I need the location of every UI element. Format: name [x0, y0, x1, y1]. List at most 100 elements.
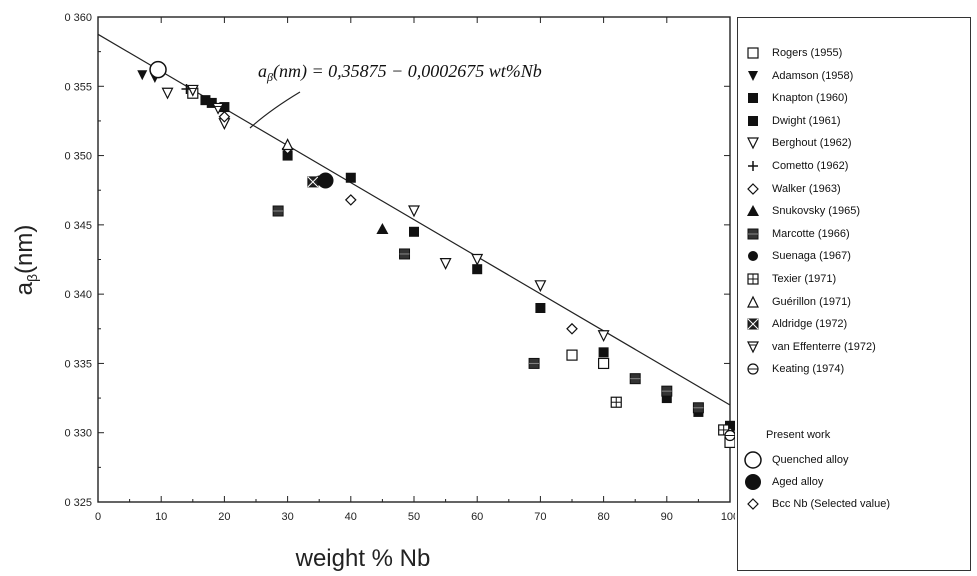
- data-point: [186, 84, 199, 97]
- legend-present-work-item: Quenched alloy: [738, 450, 848, 470]
- x-tick-label: 0: [95, 511, 101, 523]
- legend-item: Berghout (1962): [738, 133, 852, 153]
- data-point: [610, 396, 622, 408]
- legend-item: Adamson (1958): [738, 66, 853, 86]
- legend-label: Knapton (1960): [772, 92, 848, 105]
- y-axis-title: aβ(nm): [11, 225, 40, 296]
- data-point: [212, 102, 225, 115]
- x-tick-label: 30: [281, 511, 293, 523]
- legend-label: Cometto (1962): [772, 160, 849, 172]
- x-axis-title: weight % Nb: [295, 545, 431, 572]
- data-point: [566, 349, 578, 361]
- legend-item: Dwight (1961): [738, 111, 840, 131]
- data-point: [272, 205, 284, 217]
- x-tick-label: 100: [721, 511, 735, 523]
- legend-marker-shape: [747, 363, 759, 375]
- data-point: [200, 95, 211, 106]
- eq-rest: (nm) = 0,35875 − 0,0002675 wt%Nb: [273, 61, 542, 82]
- data-point: [472, 264, 483, 275]
- legend-marker: [747, 182, 759, 195]
- x-tick-label: 40: [345, 511, 357, 523]
- legend-label: Aldridge (1972): [772, 318, 848, 331]
- legend: Rogers (1955) Adamson (1958) Knapton (1960…: [737, 17, 971, 571]
- legend-label: Dwight (1961): [772, 114, 841, 127]
- data-point: [281, 138, 294, 151]
- data-point: [149, 60, 167, 79]
- legend-marker: [747, 318, 759, 330]
- data-point: [137, 70, 148, 81]
- legend-label: Suenaga (1967): [772, 250, 851, 263]
- legend-present-work-item: Aged alloy: [738, 472, 823, 492]
- data-point: [597, 357, 610, 370]
- data-points: [137, 60, 735, 449]
- legend-item: Keating (1974): [738, 359, 844, 379]
- legend-item: Guérillon (1971): [738, 292, 851, 312]
- legend-item: Snukovsky (1965): [738, 201, 860, 221]
- legend-label: van Effenterre (1972): [772, 340, 876, 353]
- legend-marker: [747, 228, 759, 240]
- data-point: [661, 393, 672, 404]
- legend-marker: [748, 251, 758, 262]
- legend-marker-shape: [747, 295, 759, 308]
- legend-marker: [745, 474, 761, 490]
- eq-sub: β: [266, 70, 273, 84]
- data-point: [344, 194, 357, 206]
- legend-marker: [748, 93, 758, 104]
- legend-marker-shape: [747, 498, 759, 510]
- legend-item: Suenaga (1967): [738, 246, 851, 266]
- scatter-plot: 0 10 20 30 40 50 60 70 80 90 100 0 325 0 330 0 335 0 3…: [11, 12, 735, 572]
- data-point: [399, 248, 411, 260]
- data-point: [317, 172, 334, 189]
- legend-marker: [748, 115, 758, 126]
- legend-marker-shape: [747, 182, 759, 195]
- legend-item: Rogers (1955): [738, 43, 842, 63]
- legend-present-work-title: Present work: [766, 429, 831, 441]
- legend-marker: [747, 273, 759, 285]
- legend-marker-shape: [747, 205, 759, 217]
- data-point: [282, 150, 293, 161]
- legend-item: Knapton (1960): [738, 88, 848, 108]
- data-point: [307, 176, 319, 188]
- eq-a: a: [258, 61, 267, 81]
- legend-label: Marcotte (1966): [772, 227, 850, 240]
- legend-label: Aged alloy: [772, 476, 824, 488]
- legend-marker-shape: [748, 251, 758, 262]
- legend-label: Berghout (1962): [772, 137, 852, 150]
- legend-label: Guérillon (1971): [772, 295, 851, 308]
- legend-marker-shape: [745, 474, 761, 490]
- legend-marker-shape: [747, 341, 759, 354]
- data-point: [408, 205, 420, 218]
- legend-label: Bcc Nb (Selected value): [772, 498, 890, 510]
- legend-marker: [744, 451, 762, 469]
- x-tick-label: 70: [534, 511, 546, 523]
- data-point: [535, 303, 546, 313]
- legend-marker-shape: [747, 137, 759, 150]
- legend-label: Rogers (1955): [772, 47, 843, 59]
- legend-item: Texier (1971): [738, 269, 836, 289]
- data-point: [528, 357, 540, 369]
- x-tick-label: 50: [408, 511, 420, 523]
- data-point: [471, 253, 484, 266]
- legend-item: Cometto (1962): [738, 156, 848, 176]
- legend-present-work-item: Bcc Nb (Selected value): [738, 494, 890, 514]
- fit-annotation-pointer: [249, 91, 301, 129]
- y-tick-label: 0 360: [64, 12, 92, 24]
- data-point: [597, 330, 610, 343]
- legend-item: Walker (1963): [738, 179, 841, 199]
- data-point: [566, 322, 578, 335]
- legend-label: Walker (1963): [772, 182, 841, 195]
- x-tick-label: 80: [597, 511, 609, 523]
- y-tick-label: 0 350: [64, 151, 92, 163]
- y-tick-label: 0 340: [64, 289, 92, 301]
- legend-item: Aldridge (1972): [738, 314, 847, 334]
- data-point: [629, 373, 641, 385]
- legend-marker: [747, 295, 759, 308]
- legend-marker: [748, 161, 758, 171]
- y-tick-label: 0 355: [64, 81, 92, 93]
- y-axis-title-part-a: a: [11, 281, 38, 295]
- x-tick-label: 10: [155, 511, 167, 523]
- data-point: [161, 87, 174, 100]
- data-point: [409, 226, 419, 237]
- legend-item: van Effenterre (1972): [738, 337, 876, 357]
- legend-marker: [747, 47, 759, 59]
